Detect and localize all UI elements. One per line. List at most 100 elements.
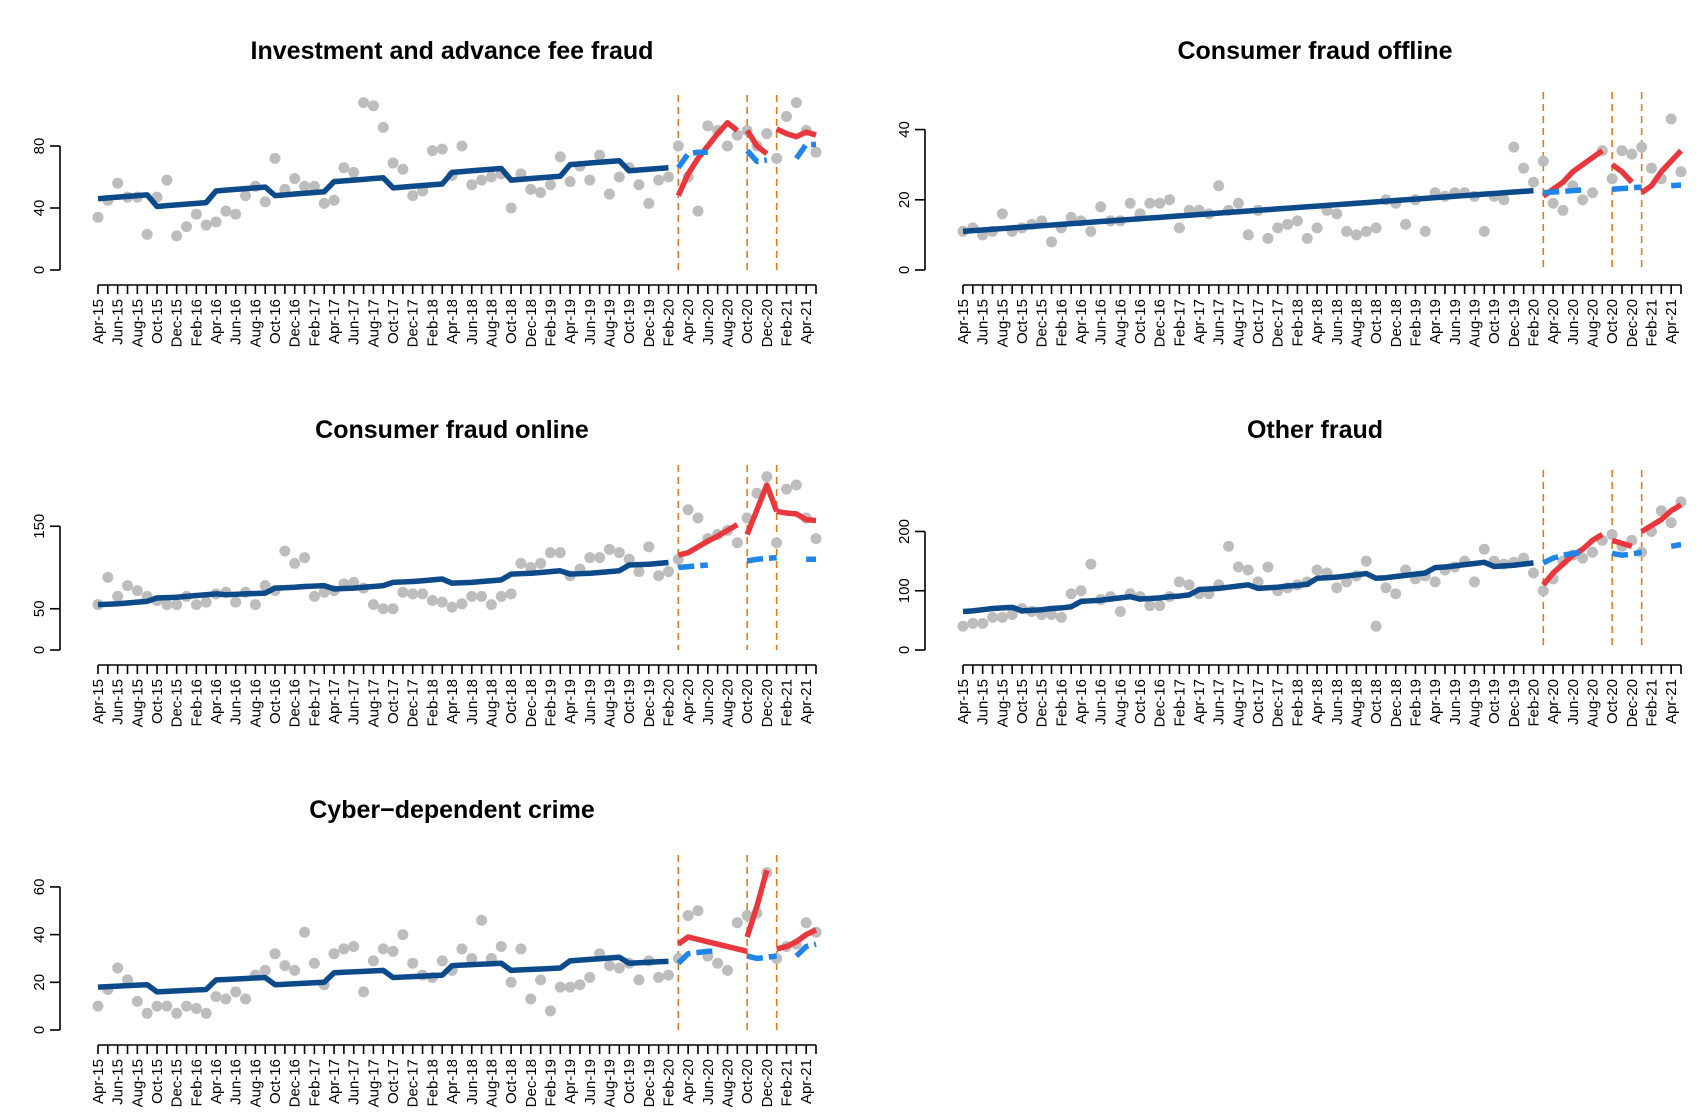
data-point [436,596,448,608]
x-tick-label: Dec-15 [169,1059,186,1107]
data-point [279,545,291,557]
x-tick-label: Apr-19 [1427,679,1444,724]
data-point [1626,148,1638,160]
x-tick-label: Jun-19 [1447,679,1464,725]
data-point [328,948,340,960]
x-tick-label: Aug-19 [601,1059,618,1107]
data-point [996,208,1008,220]
data-point [1350,229,1362,241]
data-point [289,173,301,185]
data-point [367,100,379,112]
y-tick-label: 50 [31,600,48,617]
panel-title: Investment and advance fee fraud [251,37,654,65]
counterfactual-line [1670,182,1682,189]
y-tick-label: 40 [31,200,48,217]
data-point [397,586,409,598]
data-point [1095,201,1107,213]
x-tick-label: Aug-15 [129,299,146,347]
data-point [1331,208,1343,220]
data-point [771,152,783,164]
data-point [1360,555,1372,567]
data-point [790,479,802,491]
data-point [456,140,468,152]
data-point [220,993,232,1005]
data-point [584,552,596,564]
data-point [1468,576,1480,588]
data-point [240,993,252,1005]
data-point [466,179,478,191]
data-point [348,166,360,178]
data-point [456,943,468,955]
data-point [653,972,665,984]
data-point [1586,187,1598,199]
x-tick-label: Dec-18 [523,299,540,347]
x-tick-label: Feb-16 [1053,299,1070,347]
data-point [525,183,537,195]
x-tick-label: Feb-19 [542,1059,559,1107]
data-point [643,541,655,553]
data-point [407,588,419,600]
data-point [112,590,124,602]
data-point [594,149,606,161]
data-point [1242,229,1254,241]
data-point [358,97,370,109]
data-point [1370,222,1382,234]
x-tick-label: Oct-16 [1132,299,1149,344]
data-point [466,590,478,602]
data-point [1331,582,1343,594]
data-point [515,557,527,569]
x-tick-label: Oct-16 [267,1059,284,1104]
data-point [1213,180,1225,192]
x-tick-label: Oct-17 [1250,679,1267,724]
data-point [1547,197,1559,209]
data-point [1164,194,1176,206]
observed-fit-line [775,126,817,140]
x-tick-label: Jun-15 [975,299,992,345]
data-point [1124,197,1136,209]
data-point [476,174,488,186]
x-tick-label: Dec-16 [287,679,304,727]
x-tick-label: Apr-15 [90,679,107,724]
x-tick-label: Oct-17 [385,299,402,344]
data-point [308,180,320,192]
data-point [269,152,281,164]
data-point [692,205,704,217]
data-point [1065,211,1077,223]
x-tick-label: Jun-18 [464,299,481,345]
y-tick-label: 0 [31,266,48,274]
x-tick-label: Apr-20 [680,679,697,724]
x-tick-label: Jun-18 [464,1059,481,1105]
data-point [456,598,468,610]
x-tick-label: Apr-17 [1191,299,1208,344]
data-point [1223,540,1235,552]
data-point [161,599,173,611]
x-tick-label: Oct-18 [503,1059,520,1104]
x-tick-label: Feb-18 [424,1059,441,1107]
x-tick-label: Dec-19 [641,1059,658,1107]
data-point [387,157,399,169]
data-point [181,1000,193,1012]
data-point [1478,543,1490,555]
x-tick-label: Jun-16 [1093,679,1110,725]
data-point [1242,564,1254,576]
data-point [122,974,134,986]
x-tick-label: Oct-18 [503,679,520,724]
data-point [584,174,596,186]
y-tick-label: 20 [896,191,913,208]
x-tick-label: Oct-19 [621,679,638,724]
data-point [584,972,596,984]
y-tick-label: 60 [31,879,48,896]
data-point [682,504,694,516]
data-point [643,197,655,209]
data-point [1291,215,1303,227]
data-point [190,1003,202,1015]
data-point [800,917,812,929]
x-tick-label: Apr-21 [1663,299,1680,344]
x-tick-label: Oct-15 [149,679,166,724]
data-point [1390,588,1402,600]
x-tick-label: Feb-21 [778,1059,795,1107]
data-point [525,562,537,573]
data-point [1341,225,1353,237]
x-tick-label: Feb-20 [660,299,677,347]
panel-consumer-fraud-online: Consumer fraud online 0 50 150 Apr-15 Jun-15… [31,416,822,727]
